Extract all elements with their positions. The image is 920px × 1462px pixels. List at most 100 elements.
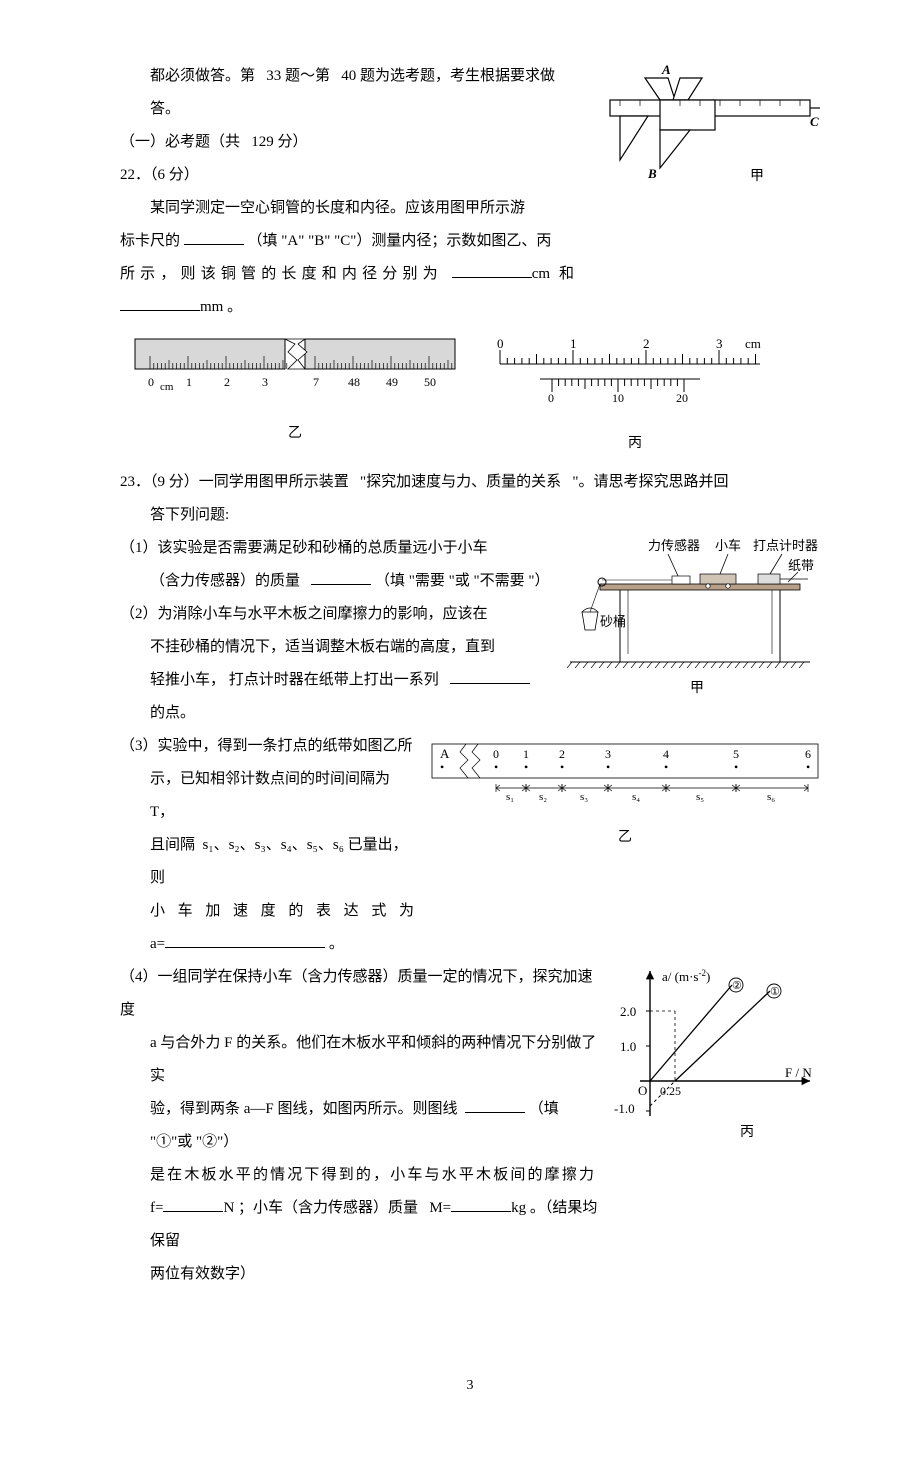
q22-head: 22．（6 分） xyxy=(120,159,580,192)
ryi-49: 49 xyxy=(386,375,398,389)
svg-text:0: 0 xyxy=(493,747,499,761)
graph-caption: 丙 xyxy=(740,1125,754,1140)
q22-body1: 某同学测定一空心铜管的长度和内径。应该用图甲所示游 xyxy=(120,192,580,225)
q23-head: 23．（9 分）一同学用图甲所示装置 "探究加速度与力、质量的关系 "。请思考探… xyxy=(120,466,820,499)
q23-p4e-N: N ；小车（含力传感器）质量 xyxy=(223,1200,418,1216)
svg-text:s₃: s₃ xyxy=(580,791,588,803)
q23-p1a: （1）该实验是否需要满足砂和砂桶的总质量远小于小车 xyxy=(120,532,550,565)
q23-p3c-list: s₁、s₂、s₃、s₄、s₅、s₆ xyxy=(203,837,344,853)
svg-text:•: • xyxy=(524,760,528,774)
q22-body3-text: 所示，则该铜管的长度和内径分别为 xyxy=(120,266,443,282)
q23-p4e: f=N ；小车（含力传感器）质量 M=kg 。（结果均保留 xyxy=(120,1192,600,1258)
cont-qend: 40 xyxy=(341,68,356,84)
caliper-A: A xyxy=(661,62,671,77)
ruler-yi-wrap: 0 cm 1 2 3 7 48 49 50 乙 xyxy=(130,334,460,450)
svg-text:•: • xyxy=(664,760,668,774)
svg-text:s₁: s₁ xyxy=(506,791,514,803)
vb-cm: cm xyxy=(745,336,761,351)
vb-s10: 10 xyxy=(612,391,624,405)
q22-num: 22 xyxy=(120,167,135,183)
svg-text:2: 2 xyxy=(559,747,565,761)
tape-fig-col: A • 0•1•2•3•4•5•6• s₁s₂s₃s₄s₅s₆ 乙 xyxy=(430,730,820,854)
svg-text:•: • xyxy=(606,760,610,774)
g-ym1: -1.0 xyxy=(614,1101,635,1116)
q23-p3b-a: 示，已知相邻计数点间的时间间隔为 xyxy=(150,771,390,787)
ryi-1: 1 xyxy=(186,375,192,389)
q22-body2a: 标卡尺的 xyxy=(120,233,180,249)
q23-p1b-b: （填 "需要 "或 "不需要 "） xyxy=(375,573,550,589)
q23-p4e-M: M= xyxy=(429,1200,451,1216)
q23-p2c: 轻推小车， 打点计时器在纸带上打出一系列 xyxy=(120,664,550,697)
section-line: （一）必考题（共 129 分） xyxy=(120,126,580,159)
q23-p2a: （2）为消除小车与水平木板之间摩擦力的影响，应该在 xyxy=(120,598,550,631)
lbl-sensor: 力传感器 xyxy=(648,538,700,553)
vb-s0: 0 xyxy=(548,391,554,405)
graph-svg: 2.0 1.0 -1.0 O a/ (m·s-2) F / N 0.25 ② ①… xyxy=(610,961,820,1141)
vb-2: 2 xyxy=(643,336,650,351)
section-unit: 分） xyxy=(278,134,308,150)
q23-text1: （1）该实验是否需要满足砂和砂桶的总质量远小于小车 （含力传感器）的质量 （填 … xyxy=(120,532,550,730)
q23-row2: （3）实验中，得到一条打点的纸带如图乙所 示，已知相邻计数点间的时间间隔为 T，… xyxy=(120,730,820,928)
vb-3: 3 xyxy=(716,336,723,351)
top-row: 都必须做答。第 33 题～第 40 题为选考题，考生根据要求做答。 （一）必考题… xyxy=(120,60,820,324)
q22-body3: 所示，则该铜管的长度和内径分别为 cm 和 xyxy=(120,258,580,291)
caliper-svg: A B C 甲 xyxy=(590,60,820,190)
q23-p3e-a: a= xyxy=(150,936,165,952)
vb-s20: 20 xyxy=(676,391,688,405)
ryi-cm: cm xyxy=(160,381,174,393)
g-y2: 2.0 xyxy=(620,1004,636,1019)
cont-a: 都必须做答。第 xyxy=(150,68,255,84)
vernier-bing-wrap: 0 1 2 3 cm 0 10 20 丙 xyxy=(490,334,780,460)
blank-M xyxy=(451,1197,511,1212)
blank-cm xyxy=(452,263,532,278)
svg-text:1: 1 xyxy=(523,747,529,761)
blank-a-expr xyxy=(165,933,325,948)
svg-text:•: • xyxy=(560,760,564,774)
lbl-tape: 纸带 xyxy=(788,558,814,573)
graph-col: 2.0 1.0 -1.0 O a/ (m·s-2) F / N 0.25 ② ①… xyxy=(610,961,820,1154)
q23-p2c-text: 轻推小车， 打点计时器在纸带上打出一系列 xyxy=(150,672,439,688)
cont-mid: 题～第 xyxy=(285,68,330,84)
lbl-timer: 打点计时器 xyxy=(753,538,818,553)
svg-text:s₅: s₅ xyxy=(696,791,704,803)
q23-num: 23 xyxy=(120,474,135,490)
svg-text:4: 4 xyxy=(663,747,669,761)
q23-pts: ．（9 分）一同学用图甲所示装置 xyxy=(135,474,349,490)
q23-p3c: 且间隔 s₁、s₂、s₃、s₄、s₅、s₆ 已量出，则 xyxy=(120,829,420,895)
q23-p3b-T: T， xyxy=(150,804,174,820)
tape-svg: A • 0•1•2•3•4•5•6• s₁s₂s₃s₄s₅s₆ xyxy=(430,738,820,808)
q23-text2: （3）实验中，得到一条打点的纸带如图乙所 示，已知相邻计数点间的时间间隔为 T，… xyxy=(120,730,420,928)
section-label: （一）必考题（共 xyxy=(120,134,240,150)
caliper-col: A B C 甲 xyxy=(590,60,820,203)
q23-p2d: 的点。 xyxy=(120,697,550,730)
q23-p3e: a= 。 xyxy=(120,928,820,961)
q23-p4c: 验，得到两条 a—F 图线，如图丙所示。则图线 （填 "①"或 "②"） xyxy=(120,1093,600,1159)
ruler-yi-svg: 0 cm 1 2 3 7 48 49 50 xyxy=(130,334,460,404)
q23-p4c-a: 验，得到两条 a—F 图线，如图丙所示。则图线 xyxy=(150,1101,458,1117)
q23-text3: （4）一组同学在保持小车（含力传感器）质量一定的情况下，探究加速度 a 与合外力… xyxy=(120,961,600,1291)
q23-p2b: 不挂砂桶的情况下，适当调整木板右端的高度，直到 xyxy=(120,631,550,664)
svg-text:s₂: s₂ xyxy=(539,791,547,803)
svg-text:•: • xyxy=(734,760,738,774)
tape-caption: 乙 xyxy=(430,823,820,854)
lbl-bucket: 砂桶 xyxy=(600,614,626,629)
svg-text:5: 5 xyxy=(733,747,739,761)
lbl-cart: 小车 xyxy=(715,538,741,553)
svg-text:•: • xyxy=(806,760,810,774)
blank-mm xyxy=(120,296,200,311)
q23-p4f: 两位有效数字） xyxy=(120,1258,600,1291)
q23-p4a: （4）一组同学在保持小车（含力传感器）质量一定的情况下，探究加速度 xyxy=(120,961,600,1027)
ryi-7: 7 xyxy=(313,375,319,389)
q22-body2b: （填 "A" "B" "C"）测量内径；示数如图乙、丙 xyxy=(248,233,552,249)
tape-A: A xyxy=(440,746,450,761)
q23-tail: "。请思考探究思路并回 xyxy=(572,474,728,490)
g-xlabel: F / N xyxy=(785,1065,812,1080)
caliper-caption: 甲 xyxy=(750,169,764,184)
q23-p1b: （含力传感器）的质量 （填 "需要 "或 "不需要 "） xyxy=(120,565,550,598)
q22-body2: 标卡尺的 （填 "A" "B" "C"）测量内径；示数如图乙、丙 xyxy=(120,225,580,258)
ruler-row: 0 cm 1 2 3 7 48 49 50 乙 0 1 2 3 cm 0 10 xyxy=(130,334,820,460)
ruler-yi-caption: 乙 xyxy=(130,419,460,450)
unit-cm: cm 和 xyxy=(532,266,574,282)
q23-p3c-a: 且间隔 xyxy=(150,837,195,853)
svg-text:s₆: s₆ xyxy=(767,791,775,803)
